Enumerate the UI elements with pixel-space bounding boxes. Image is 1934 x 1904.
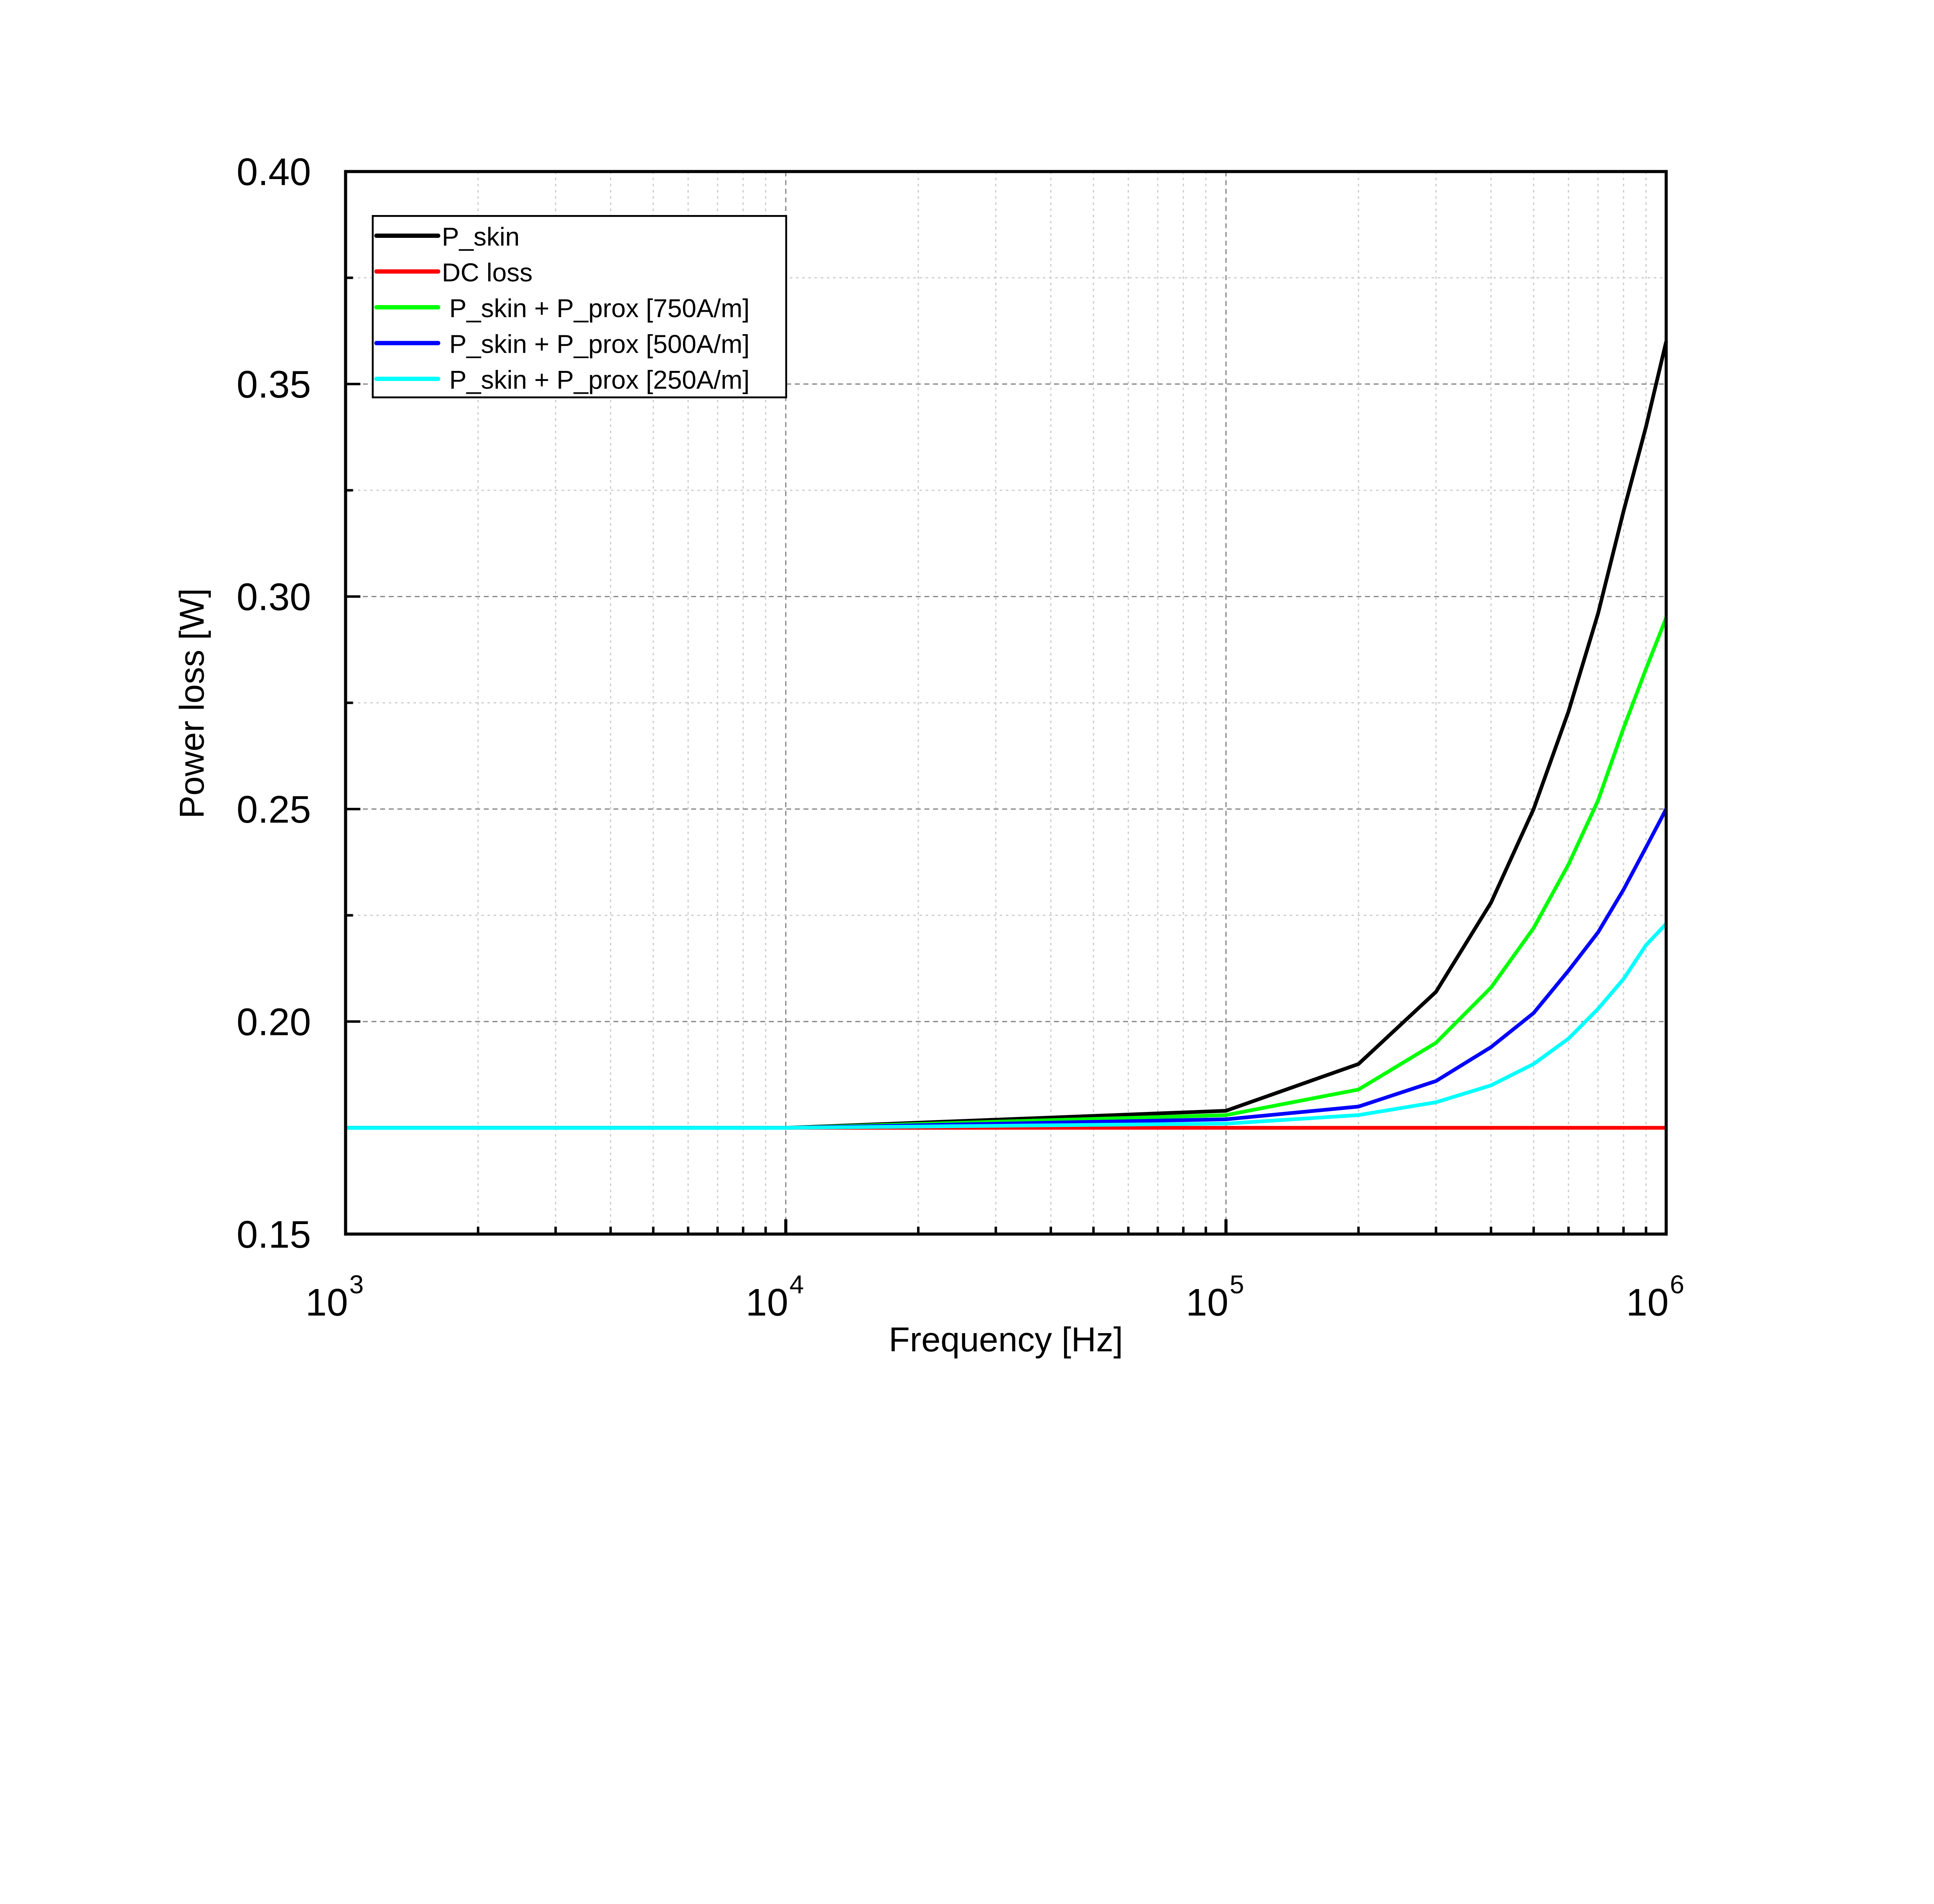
y-tick-label: 0.40 [237,150,311,193]
y-tick-label: 0.15 [237,1213,311,1256]
x-tick-label-base: 10 [1186,1281,1228,1323]
x-axis-title: Frequency [Hz] [889,1320,1123,1359]
x-tick-label-base: 10 [1626,1281,1669,1323]
y-tick-label: 0.20 [237,1000,311,1043]
x-tick-label-exponent: 5 [1230,1270,1244,1299]
x-tick-label-exponent: 4 [789,1270,804,1299]
legend-label: P_skin + P_prox [750A/m] [449,294,750,323]
x-tick-label: 10 6 [1626,1270,1684,1323]
x-tick-label: 10 3 [306,1270,364,1323]
legend-label: P_skin [442,222,519,251]
data-point [1568,1038,1569,1039]
series-lines [345,341,1668,1130]
x-tick-label: 10 4 [746,1270,804,1323]
plot-frame [344,170,1668,1236]
power-loss-chart: 0.150.200.250.300.350.40 10 3 10 4 10 5 10 6 Fr… [172,150,1685,1359]
legend-box [372,215,787,398]
x-tick-label-base: 10 [746,1281,788,1323]
y-axis-title: Power loss [W] [172,588,211,819]
series-line-0 [345,341,1668,1130]
x-tick-label-exponent: 6 [1670,1270,1684,1299]
legend: P_skin DC loss P_skin + P_prox [750A/m] P_s… [372,215,787,398]
series-line-2 [345,617,1668,1130]
x-tick-label-base: 10 [306,1281,348,1323]
series-line-4 [345,922,1668,1130]
data-point [1358,1089,1359,1090]
legend-label: P_skin + P_prox [500A/m] [449,330,750,359]
y-tick-label: 0.30 [237,575,311,618]
x-tick-label-exponent: 3 [349,1270,364,1299]
data-point [1568,711,1569,712]
legend-label: DC loss [442,258,533,287]
data-point [1568,970,1569,971]
x-tick-label: 10 5 [1186,1270,1244,1323]
series-line-3 [345,808,1668,1130]
x-tick-labels: 10 3 10 4 10 5 10 6 [306,1270,1685,1323]
y-tick-labels: 0.15 0.20 0.25 0.30 0.35 0.40 [237,150,311,1256]
y-tick-label: 0.25 [237,788,311,831]
data-point [1623,511,1624,512]
legend-label: P_skin + P_prox [250A/m] [449,365,750,394]
data-point [1623,728,1624,729]
y-tick-label: 0.35 [237,363,311,406]
